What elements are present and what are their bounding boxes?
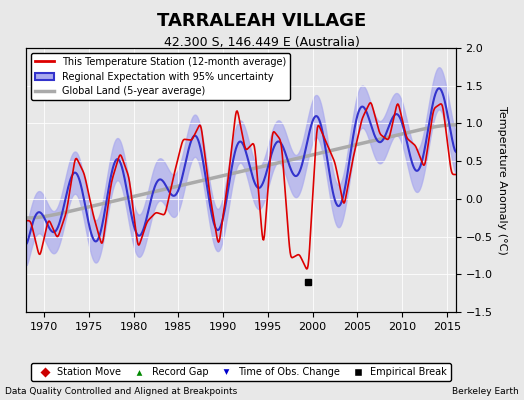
Text: Data Quality Controlled and Aligned at Breakpoints: Data Quality Controlled and Aligned at B… (5, 387, 237, 396)
Text: 42.300 S, 146.449 E (Australia): 42.300 S, 146.449 E (Australia) (164, 36, 360, 49)
Y-axis label: Temperature Anomaly (°C): Temperature Anomaly (°C) (497, 106, 507, 254)
Legend: Station Move, Record Gap, Time of Obs. Change, Empirical Break: Station Move, Record Gap, Time of Obs. C… (31, 363, 451, 381)
Text: Berkeley Earth: Berkeley Earth (452, 387, 519, 396)
Text: TARRALEAH VILLAGE: TARRALEAH VILLAGE (157, 12, 367, 30)
